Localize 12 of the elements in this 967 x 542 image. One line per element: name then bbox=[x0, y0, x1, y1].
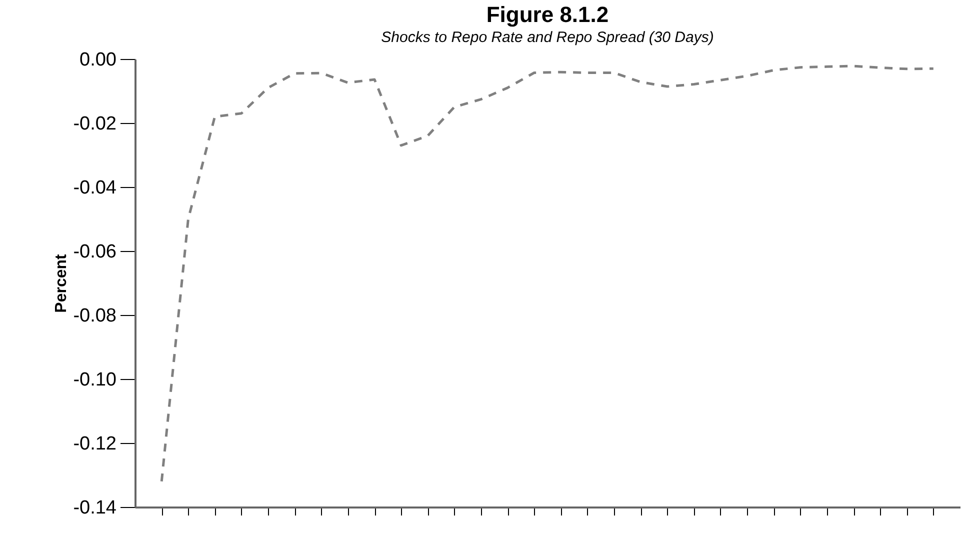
y-tick-label: 0.00 bbox=[80, 50, 116, 70]
y-tick-label: -0.14 bbox=[73, 498, 117, 518]
y-axis-title: Percent bbox=[53, 253, 70, 313]
y-tick-label: -0.10 bbox=[73, 370, 116, 390]
chart-subtitle: Shocks to Repo Rate and Repo Spread (30 Days) bbox=[381, 29, 714, 46]
y-tick-label: -0.08 bbox=[73, 306, 116, 326]
y-tick-label: -0.06 bbox=[73, 242, 116, 262]
y-tick-label: -0.12 bbox=[73, 434, 116, 454]
chart-title: Figure 8.1.2 bbox=[486, 2, 609, 27]
line-series bbox=[160, 64, 935, 483]
y-tick-label: -0.02 bbox=[73, 114, 116, 134]
y-tick-label: -0.04 bbox=[73, 178, 117, 198]
